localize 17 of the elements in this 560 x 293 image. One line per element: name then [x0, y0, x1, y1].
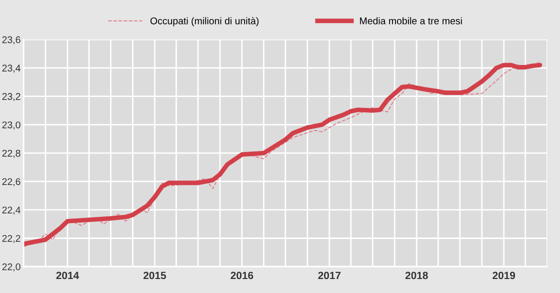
x-tick-label: 2018 — [405, 272, 428, 280]
y-tick-label: 22,4 — [2, 206, 20, 215]
y-tick-label: 23,4 — [2, 64, 20, 73]
x-tick-label: 2014 — [56, 272, 80, 280]
x-tick-label: 2017 — [318, 272, 341, 280]
y-tick-label: 23,6 — [2, 36, 20, 44]
y-tick-label: 22,0 — [2, 263, 20, 272]
legend-label: Media mobile a tre mesi — [360, 17, 462, 24]
x-tick-label: 2015 — [143, 272, 166, 280]
x-tick-label: 2016 — [230, 272, 254, 280]
y-tick-label: 23,0 — [2, 121, 20, 130]
y-tick-label: 22,8 — [2, 150, 20, 158]
x-tick-label: 2019 — [492, 272, 516, 280]
y-tick-label: 22,6 — [2, 178, 20, 186]
legend-label: Occupati (milioni di unità) — [150, 17, 259, 26]
y-tick-label: 22,2 — [2, 234, 20, 244]
y-tick-label: 23,2 — [2, 93, 20, 102]
